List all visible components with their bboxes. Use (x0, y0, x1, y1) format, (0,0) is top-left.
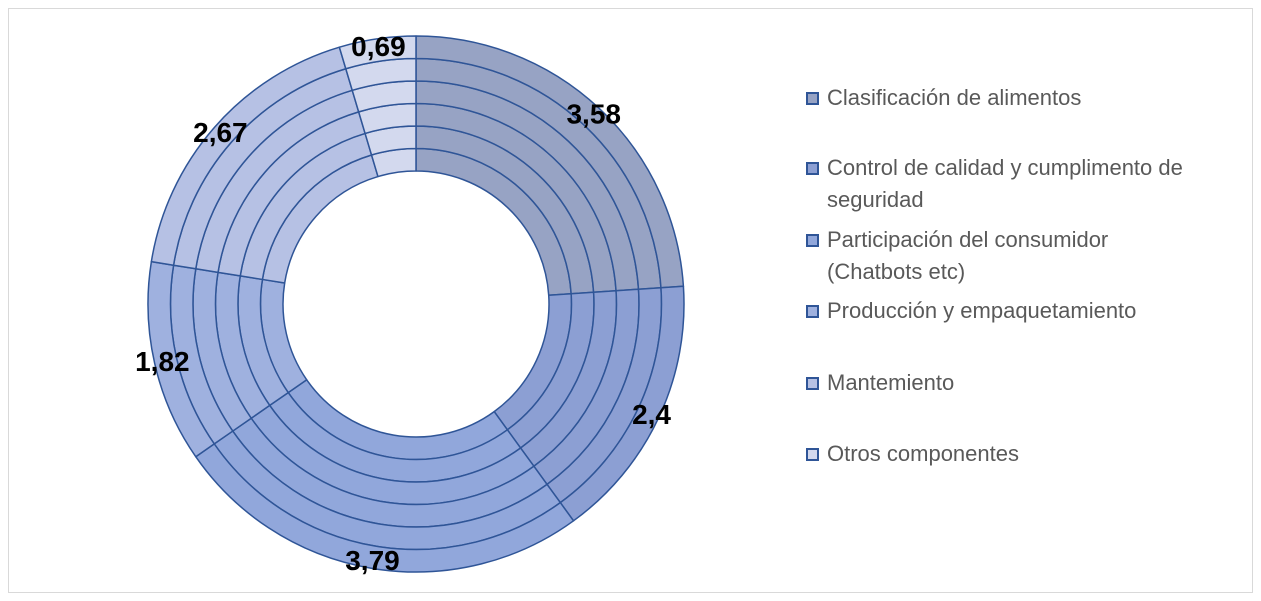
data-label: 2,4 (632, 399, 671, 430)
legend-swatch (806, 377, 819, 390)
donut-segment (338, 35, 417, 70)
legend-swatch (806, 448, 819, 461)
legend-label: Control de calidad y cumplimento de segu… (827, 155, 1183, 212)
data-label: 2,67 (193, 117, 248, 148)
data-label: 1,82 (135, 346, 190, 377)
legend-item-participacion: Participación del consumidor (Chatbots e… (806, 224, 1207, 288)
legend-item-clasificacion: Clasificación de alimentos (806, 82, 1207, 114)
legend-swatch (806, 92, 819, 105)
legend-label: Otros componentes (827, 441, 1019, 466)
legend-item-control-calidad: Control de calidad y cumplimento de segu… (806, 152, 1207, 216)
data-label: 0,69 (351, 31, 406, 62)
legend-item-otros: Otros componentes (806, 438, 1207, 470)
legend-swatch (806, 305, 819, 318)
legend-label: Participación del consumidor (Chatbots e… (827, 227, 1109, 284)
legend-label: Producción y empaquetamiento (827, 298, 1137, 323)
legend-label: Clasificación de alimentos (827, 85, 1082, 110)
legend-item-mantemiento: Mantemiento (806, 367, 1207, 399)
legend-label: Mantemiento (827, 370, 955, 395)
legend-item-produccion: Producción y empaquetamiento (806, 295, 1207, 327)
data-label: 3,58 (566, 99, 621, 130)
data-label: 3,79 (345, 545, 400, 576)
legend-swatch (806, 162, 819, 175)
legend-swatch (806, 234, 819, 247)
